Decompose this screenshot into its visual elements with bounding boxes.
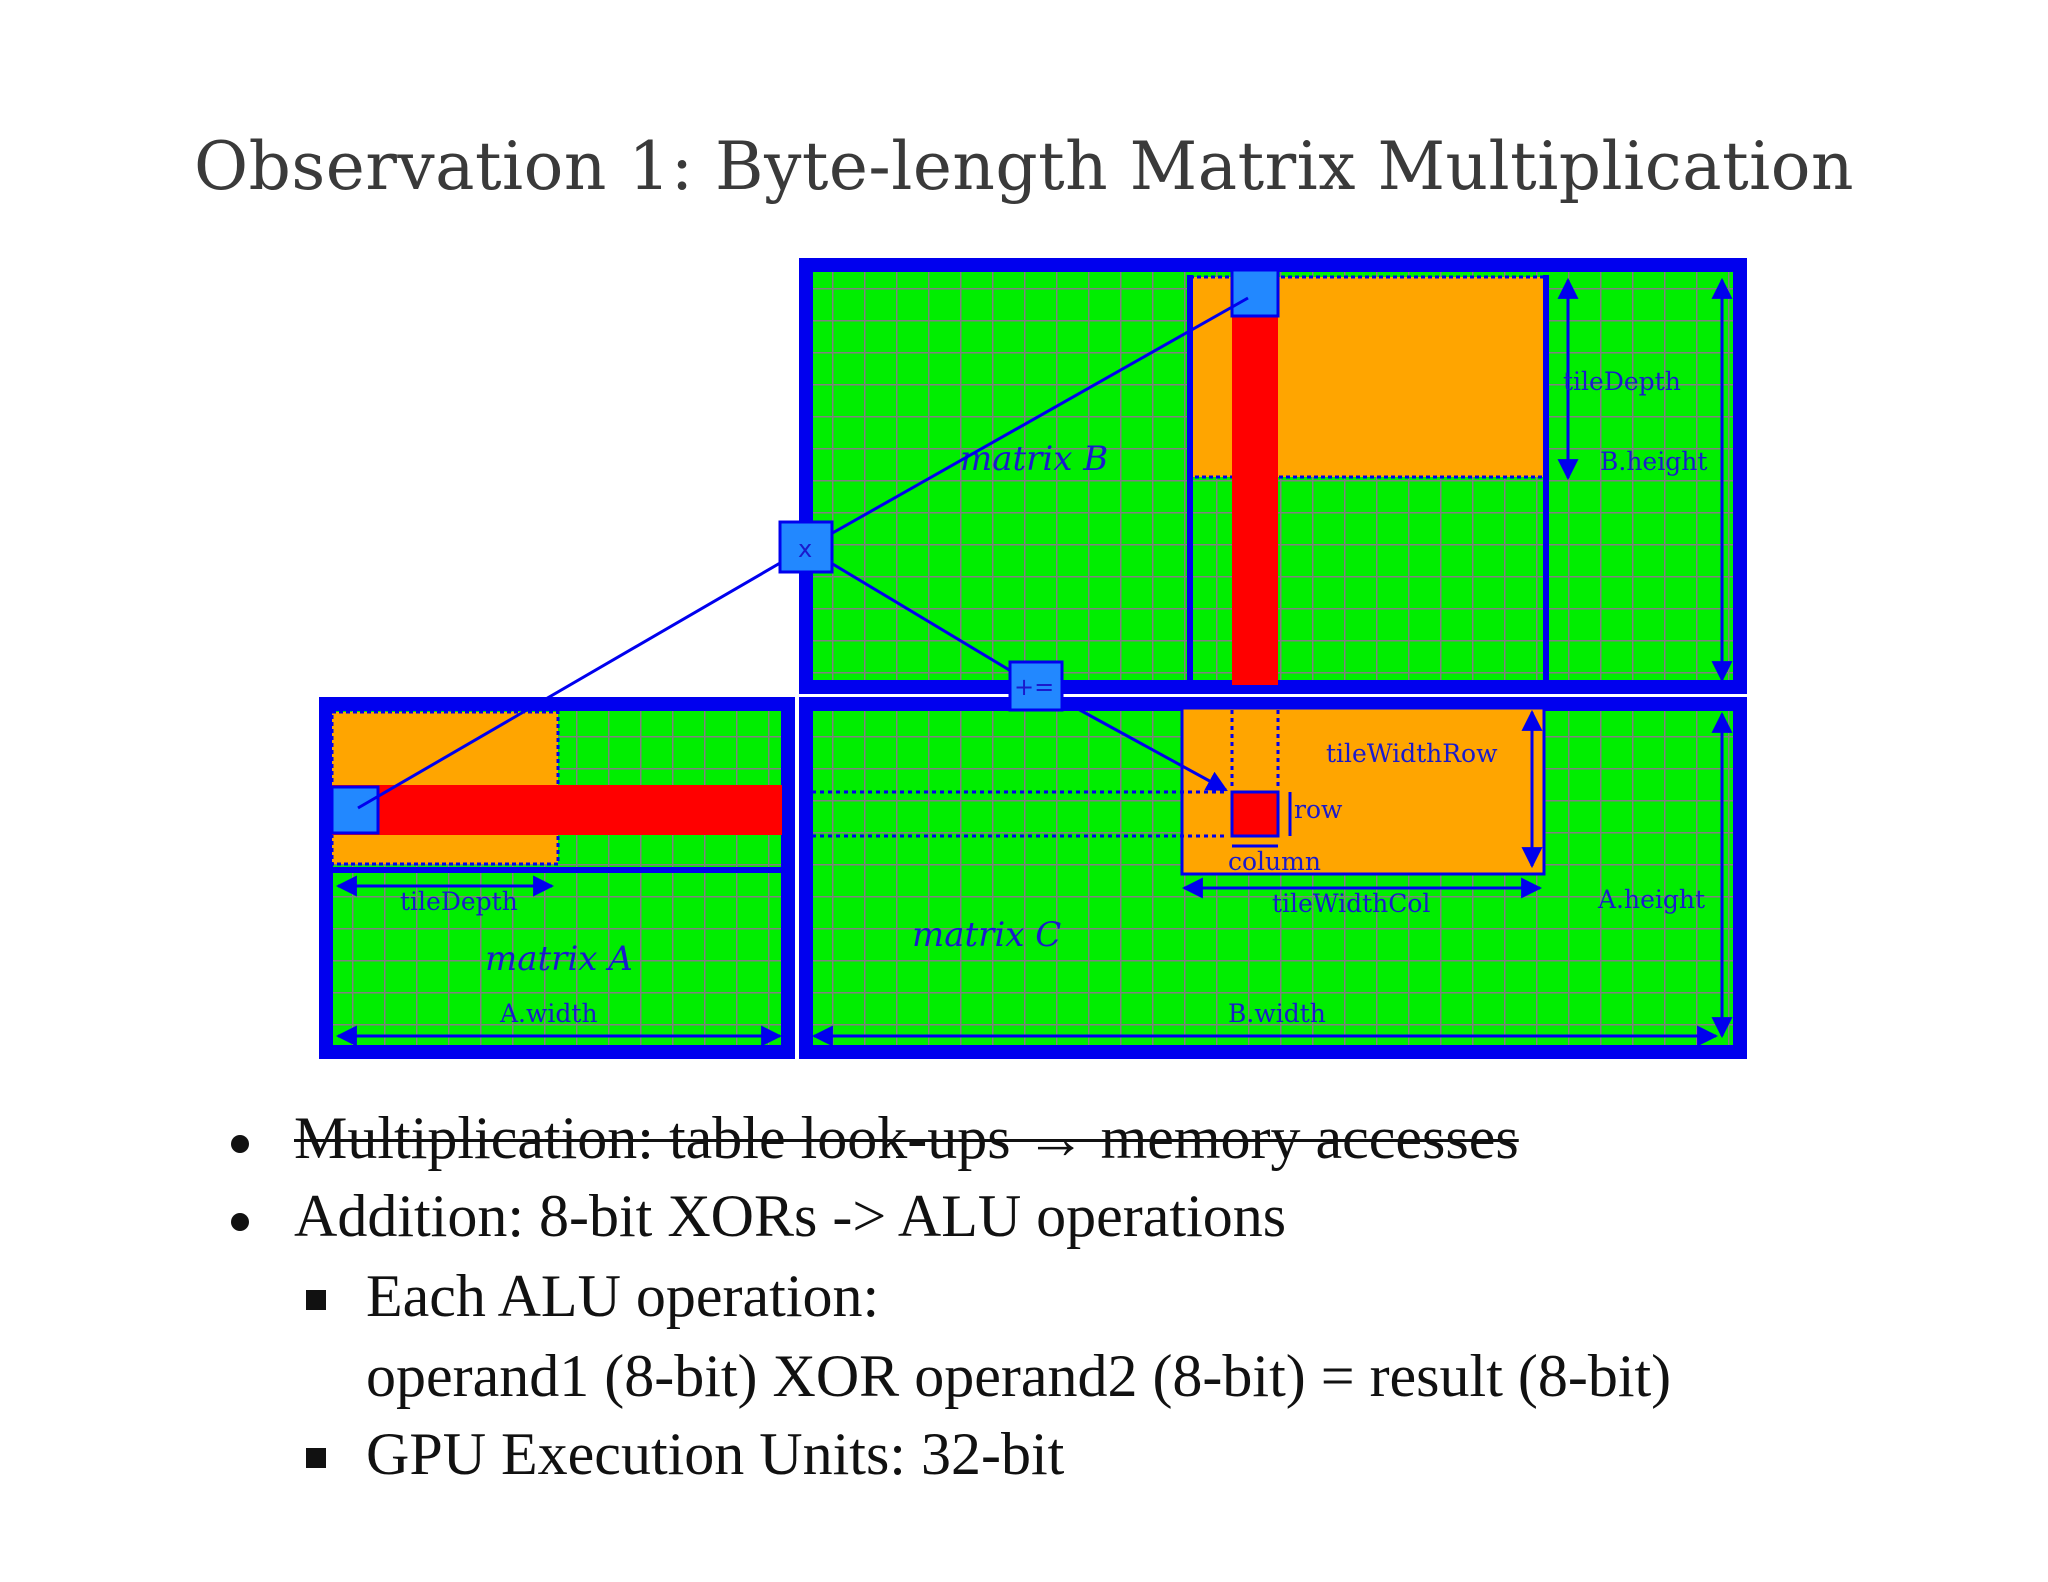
b-height-label: B.height [1600,447,1707,476]
matrix-b-column-strip [1232,277,1278,685]
matrix-a-element [330,785,380,835]
matrix-b: matrix B tileDepth B.height [799,258,1747,694]
tile-width-row-label: tileWidthRow [1326,739,1498,768]
sub-bullet-gpu-units: GPU Execution Units: 32-bit [366,1421,1065,1487]
svg-text:+=: += [1014,673,1054,701]
sub-bullet-marker-2 [306,1448,326,1468]
column-label: column [1228,847,1321,876]
matrix-b-label: matrix B [960,439,1108,479]
svg-text:x: x [798,535,812,563]
matrix-a-row-strip [332,785,782,835]
matrix-a-label: matrix A [485,939,633,979]
accumulate-operator: += [1008,660,1064,712]
sub-bullet-alu-operation-continuation: operand1 (8-bit) XOR operand2 (8-bit) = … [366,1343,1672,1409]
a-height-label: A.height [1597,885,1705,914]
multiply-operator: x [778,520,834,574]
bullet-multiplication: Multiplication: table look-ups → memory … [294,1105,1519,1171]
matrix-a: tileDepth matrix A A.width [319,697,795,1059]
a-width-label: A.width [499,999,598,1028]
matrix-c-element [1230,790,1280,838]
bullet-marker-1 [231,1135,249,1153]
operation-links [357,296,1249,810]
sub-bullet-alu-operation: Each ALU operation: [366,1263,880,1329]
tile-depth-b-label: tileDepth [1563,367,1681,396]
tile-width-col-label: tileWidthCol [1272,889,1430,918]
tile-depth-a-label: tileDepth [400,887,518,916]
b-width-label: B.width [1228,999,1326,1028]
slide-title: Observation 1: Byte-length Matrix Multip… [194,128,1854,205]
matrix-c-label: matrix C [912,915,1061,955]
sub-bullet-marker-1 [306,1290,326,1310]
matrix-b-element [1230,268,1280,318]
bullet-addition: Addition: 8-bit XORs -> ALU operations [294,1183,1287,1249]
row-label: row [1294,795,1343,824]
matrix-c: tileWidthRow row column tileWidthCol mat… [799,697,1747,1059]
bullet-marker-2 [231,1213,249,1231]
